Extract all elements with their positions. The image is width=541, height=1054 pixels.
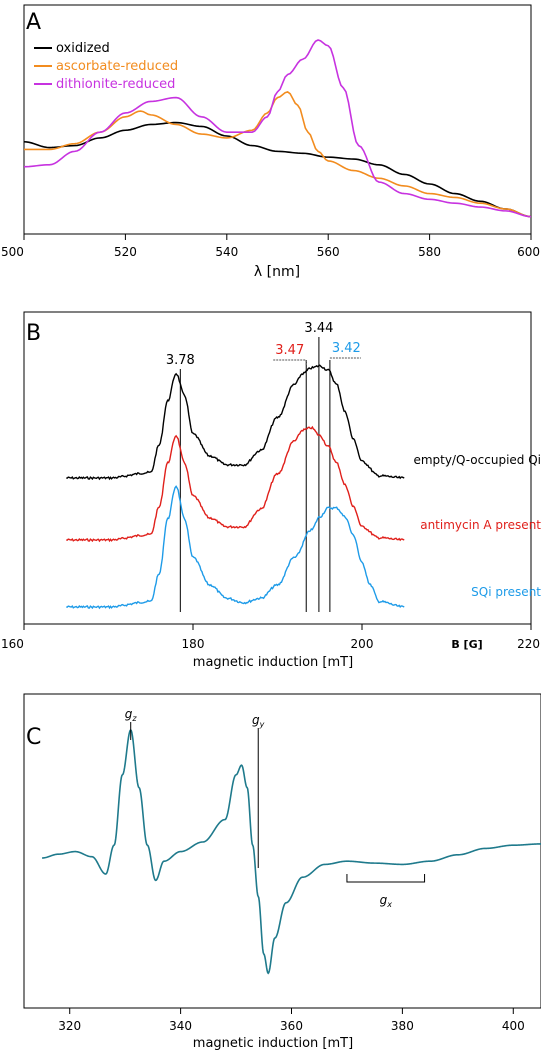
panel-b-series-line-2 — [66, 485, 405, 610]
panel-b-x-ticks: 160 180 200 220 — [1, 624, 540, 651]
panel-c-x-tick-label-1: 340 — [169, 1019, 192, 1033]
panel-b-x2-label: B [G] — [451, 638, 482, 651]
panel-b-x-tick-label-0: 160 — [1, 637, 24, 651]
panel-c-x-ticks: 320 340 360 380 400 — [58, 1008, 525, 1033]
panel-a-x-label: λ [nm] — [254, 264, 300, 280]
panel-a-x-tick-label-3: 560 — [317, 245, 340, 259]
panel-b-x-tick-label-3: 220 — [517, 637, 540, 651]
panel-b-series-line-0 — [66, 364, 405, 481]
panel-a-legend-label-1: ascorbate-reduced — [56, 59, 178, 74]
panel-c: C gz gy gx 320 340 360 380 400 magnetic induct… — [23, 693, 541, 1051]
panel-b-ref-label-1: 3.44 — [304, 321, 333, 336]
panel-c-label: C — [26, 725, 41, 750]
panel-a-legend-label-2: dithionite-reduced — [56, 77, 175, 92]
panel-b-ref-label-0: 3.78 — [166, 353, 195, 368]
panel-b-series-label-1: antimycin A present — [420, 518, 541, 532]
panel-c-gy-label: gy — [252, 713, 265, 729]
panel-c-x-tick-label-3: 380 — [391, 1019, 414, 1033]
panel-a-frame — [23, 4, 532, 235]
panel-b-label: B — [26, 321, 41, 346]
panel-b-series-label-0: empty/Q-occupied Qi — [413, 453, 541, 467]
panel-b-x-label: magnetic induction [mT] — [193, 655, 353, 670]
panel-c-series — [41, 728, 541, 975]
panel-a-x-tick-label-1: 520 — [114, 245, 137, 259]
panel-b-x-tick-label-2: 200 — [351, 637, 374, 651]
panel-b-series-label-2: SQi present — [471, 585, 541, 599]
panel-c-x-tick-label-4: 400 — [502, 1019, 525, 1033]
panel-b-ref-bracket-2 — [273, 359, 307, 366]
panel-a-x-tick-label-5: 600 — [517, 245, 540, 259]
panel-b-ref-label-3: 3.42 — [332, 341, 361, 356]
panel-a-series-line-2 — [23, 39, 532, 218]
panel-a-series-line-0 — [23, 121, 532, 218]
panel-c-gx-bracket — [346, 874, 426, 883]
panel-b: B 3.78 3.443.47 3.42 empty/Q-occupied Qi an… — [1, 311, 541, 670]
panel-b-series: empty/Q-occupied Qi antimycin A present SQ… — [66, 364, 541, 610]
panel-a-x-ticks: 500 520 540 560 580 600 — [1, 234, 540, 259]
panel-b-x-tick-label-1: 180 — [182, 637, 205, 651]
panel-b-series-line-1 — [66, 425, 405, 543]
panel-a-label: A — [26, 10, 41, 35]
panel-a: A oxidized ascorbate-reduced dithionite-re… — [1, 4, 540, 280]
panel-c-gx-label: gx — [380, 893, 393, 909]
panel-b-reference-lines: 3.78 3.443.47 3.42 — [166, 321, 361, 612]
panel-c-x-tick-label-0: 320 — [58, 1019, 81, 1033]
panel-a-x-tick-label-2: 540 — [215, 245, 238, 259]
panel-c-annotations: gz gy gx — [125, 707, 426, 909]
panel-c-x-tick-label-2: 360 — [280, 1019, 303, 1033]
panel-a-x-tick-label-4: 580 — [418, 245, 441, 259]
panel-c-x-label: magnetic induction [mT] — [193, 1036, 353, 1051]
panel-b-ref-label-2: 3.47 — [275, 343, 304, 358]
panel-a-series-line-1 — [24, 90, 532, 218]
panel-b-frame — [23, 311, 532, 625]
panel-a-legend-label-0: oxidized — [56, 41, 110, 56]
panel-a-legend: oxidized ascorbate-reduced dithionite-redu… — [34, 41, 178, 92]
panel-c-series-line-0 — [41, 728, 541, 975]
panel-c-gz-label: gz — [125, 707, 138, 723]
panel-a-x-tick-label-0: 500 — [1, 245, 24, 259]
panel-c-frame — [23, 693, 541, 1009]
panel-a-series — [23, 39, 532, 218]
